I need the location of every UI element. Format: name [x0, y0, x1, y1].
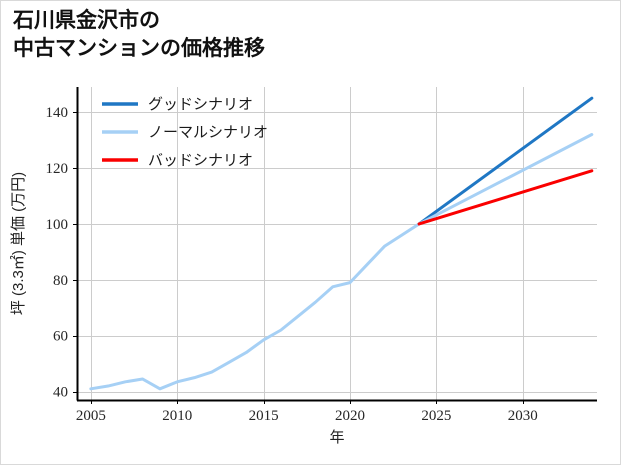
- x-tick-label: 2015: [249, 408, 279, 424]
- y-tick-label: 140: [46, 105, 69, 121]
- axis-lines: [73, 87, 597, 404]
- x-axis-title: 年: [329, 429, 344, 446]
- legend-label-1: ノーマルシナリオ: [148, 125, 268, 141]
- y-tick-label: 80: [53, 273, 68, 289]
- page-title: 石川県金沢市の 中古マンションの価格推移: [13, 9, 265, 60]
- legend-label-2: バッドシナリオ: [148, 153, 253, 169]
- grid-lines: [77, 87, 597, 400]
- series-line-0: [417, 96, 594, 226]
- x-tick-label: 2020: [335, 408, 365, 424]
- y-tick-label: 100: [46, 217, 69, 233]
- series-lines: [89, 96, 594, 391]
- axis-titles: 年 坪 (3.3㎡) 単価 (万円): [10, 172, 345, 446]
- series-line-2: [417, 169, 594, 226]
- x-tick-label: 2025: [421, 408, 451, 424]
- legend-label-0: グッドシナリオ: [148, 96, 253, 113]
- axis-tick-labels: 40 60 80 100 120 140 2005 2010 2015 2020 2025 2030: [46, 105, 538, 424]
- x-tick-label: 2010: [162, 408, 192, 424]
- y-axis-title: 坪 (3.3㎡) 単価 (万円): [10, 172, 27, 315]
- x-tick-label: 2005: [76, 408, 106, 424]
- y-tick-label: 60: [53, 329, 68, 345]
- y-tick-label: 40: [53, 385, 68, 401]
- y-tick-label: 120: [46, 161, 69, 177]
- x-tick-label: 2030: [508, 408, 538, 424]
- series-line-1: [89, 133, 594, 391]
